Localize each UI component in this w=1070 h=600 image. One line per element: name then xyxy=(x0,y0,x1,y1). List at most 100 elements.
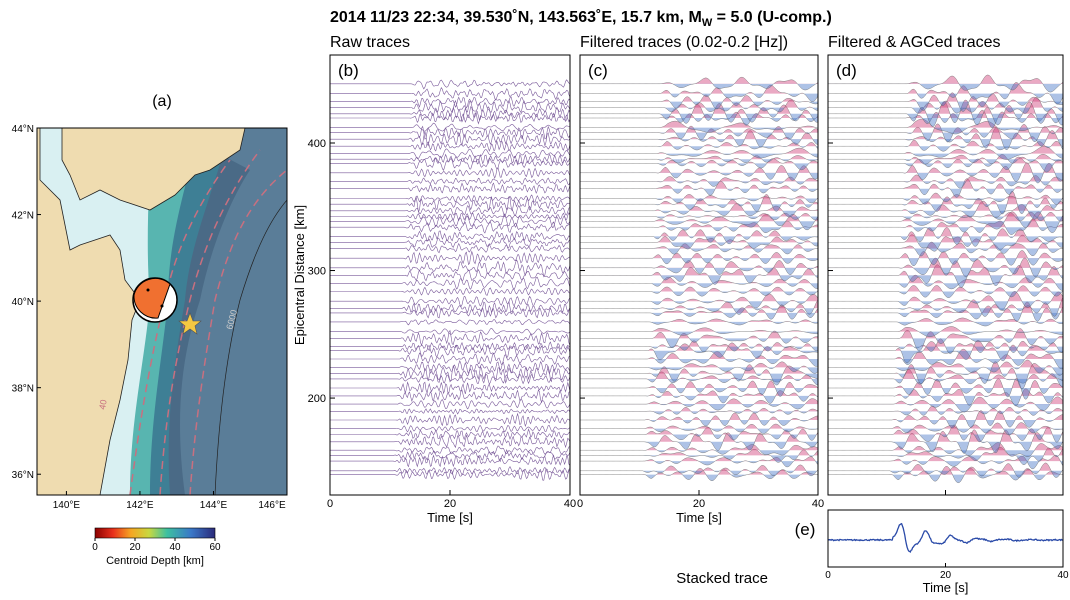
trace xyxy=(580,77,819,91)
trace xyxy=(580,243,818,255)
trace-fill-positive xyxy=(580,229,818,237)
trace xyxy=(330,365,571,384)
trace-fill-negative xyxy=(828,216,1063,222)
trace-fill-negative xyxy=(828,248,1063,257)
trace xyxy=(828,339,1064,364)
trace-fill-positive xyxy=(828,340,1063,351)
trace xyxy=(828,74,1064,93)
trace xyxy=(580,444,819,456)
trace-fill-negative xyxy=(580,93,818,102)
colorbar-tick-label: 0 xyxy=(92,542,98,553)
title: 2014 11/23 22:34, 39.530˚N, 143.563˚E, 1… xyxy=(330,9,832,29)
trace xyxy=(330,230,571,243)
trace-fill-positive xyxy=(828,174,1063,182)
trace-fill-positive xyxy=(580,121,818,128)
trace xyxy=(330,360,571,375)
trace xyxy=(580,220,819,234)
panel-label: (a) xyxy=(152,93,172,110)
trace-fill-positive xyxy=(580,243,818,249)
trace xyxy=(828,410,1064,429)
trace xyxy=(580,120,819,133)
trace xyxy=(828,317,1064,327)
trace xyxy=(828,218,1064,235)
trace xyxy=(330,148,571,160)
trace-fill-negative xyxy=(828,411,1063,416)
x-tick-label: 20 xyxy=(444,498,456,510)
trace xyxy=(828,264,1064,288)
trace-fill-negative xyxy=(828,312,1063,322)
trace xyxy=(580,432,819,451)
trace xyxy=(580,318,819,326)
trace-fill-positive xyxy=(580,327,818,332)
trace-fill-positive xyxy=(828,396,1063,405)
trace xyxy=(580,330,819,349)
trace-fill-negative xyxy=(580,153,818,159)
trace-fill-negative xyxy=(828,198,1063,205)
trace-fill-negative xyxy=(580,474,818,481)
panel-label: (c) xyxy=(588,61,608,80)
trace-fill-negative xyxy=(828,153,1063,160)
trace-fill-positive xyxy=(580,444,818,451)
trace xyxy=(580,407,819,415)
trace xyxy=(580,299,819,315)
trace xyxy=(828,200,1064,220)
trace-fill-negative xyxy=(580,242,818,249)
trace xyxy=(580,456,819,468)
trace-fill-positive xyxy=(580,77,818,84)
trace xyxy=(580,342,819,361)
trace xyxy=(828,446,1064,465)
trace xyxy=(330,352,571,365)
trace xyxy=(828,291,1064,311)
trace-fill-positive xyxy=(580,236,818,243)
trace xyxy=(828,241,1064,257)
trace-fill-negative xyxy=(828,321,1063,326)
panel-heading: Raw traces xyxy=(330,34,410,51)
trace xyxy=(580,165,819,181)
trace xyxy=(330,166,571,179)
trace xyxy=(828,301,1064,322)
trace-fill-negative xyxy=(580,301,818,308)
trace-fill-negative xyxy=(580,395,818,404)
trace xyxy=(330,408,571,415)
trace-fill-positive xyxy=(580,103,818,114)
trace xyxy=(330,454,571,468)
trace-fill-positive xyxy=(828,162,1063,173)
trace xyxy=(828,274,1064,291)
trace xyxy=(330,212,571,222)
trace-fill-positive xyxy=(580,380,818,388)
trace xyxy=(330,465,571,476)
stacked-trace xyxy=(827,522,1064,554)
trace-fill-positive xyxy=(828,285,1063,292)
trace xyxy=(580,380,819,397)
trace-fill-negative xyxy=(580,428,818,434)
trace-fill-positive xyxy=(828,429,1063,442)
trace xyxy=(580,464,819,477)
trace xyxy=(828,361,1064,390)
trace xyxy=(330,242,571,254)
trace-fill-positive xyxy=(828,442,1063,451)
trace xyxy=(330,412,571,428)
trace xyxy=(580,112,819,126)
trace-fill-positive xyxy=(580,213,818,217)
trace-fill-negative xyxy=(828,204,1063,214)
trace xyxy=(580,361,819,374)
trace xyxy=(330,125,571,140)
y-tick-label: 42°N xyxy=(12,211,34,222)
trace xyxy=(330,87,571,101)
trace-fill-negative xyxy=(580,139,818,148)
colorbar xyxy=(94,527,216,539)
trace-fill-positive xyxy=(580,260,818,268)
trace-fill-negative xyxy=(580,83,818,90)
trace xyxy=(330,286,571,296)
trace xyxy=(330,300,571,315)
trace xyxy=(828,110,1064,129)
trace xyxy=(828,250,1064,267)
trace-fill-negative xyxy=(580,291,818,297)
trace xyxy=(828,454,1064,470)
trace-fill-positive xyxy=(580,99,818,108)
trace xyxy=(330,388,571,404)
trace-fill-negative xyxy=(580,198,818,203)
trace-fill-negative xyxy=(828,291,1063,298)
trace-fill-positive xyxy=(828,360,1063,368)
y-tick-label: 38°N xyxy=(12,384,34,395)
